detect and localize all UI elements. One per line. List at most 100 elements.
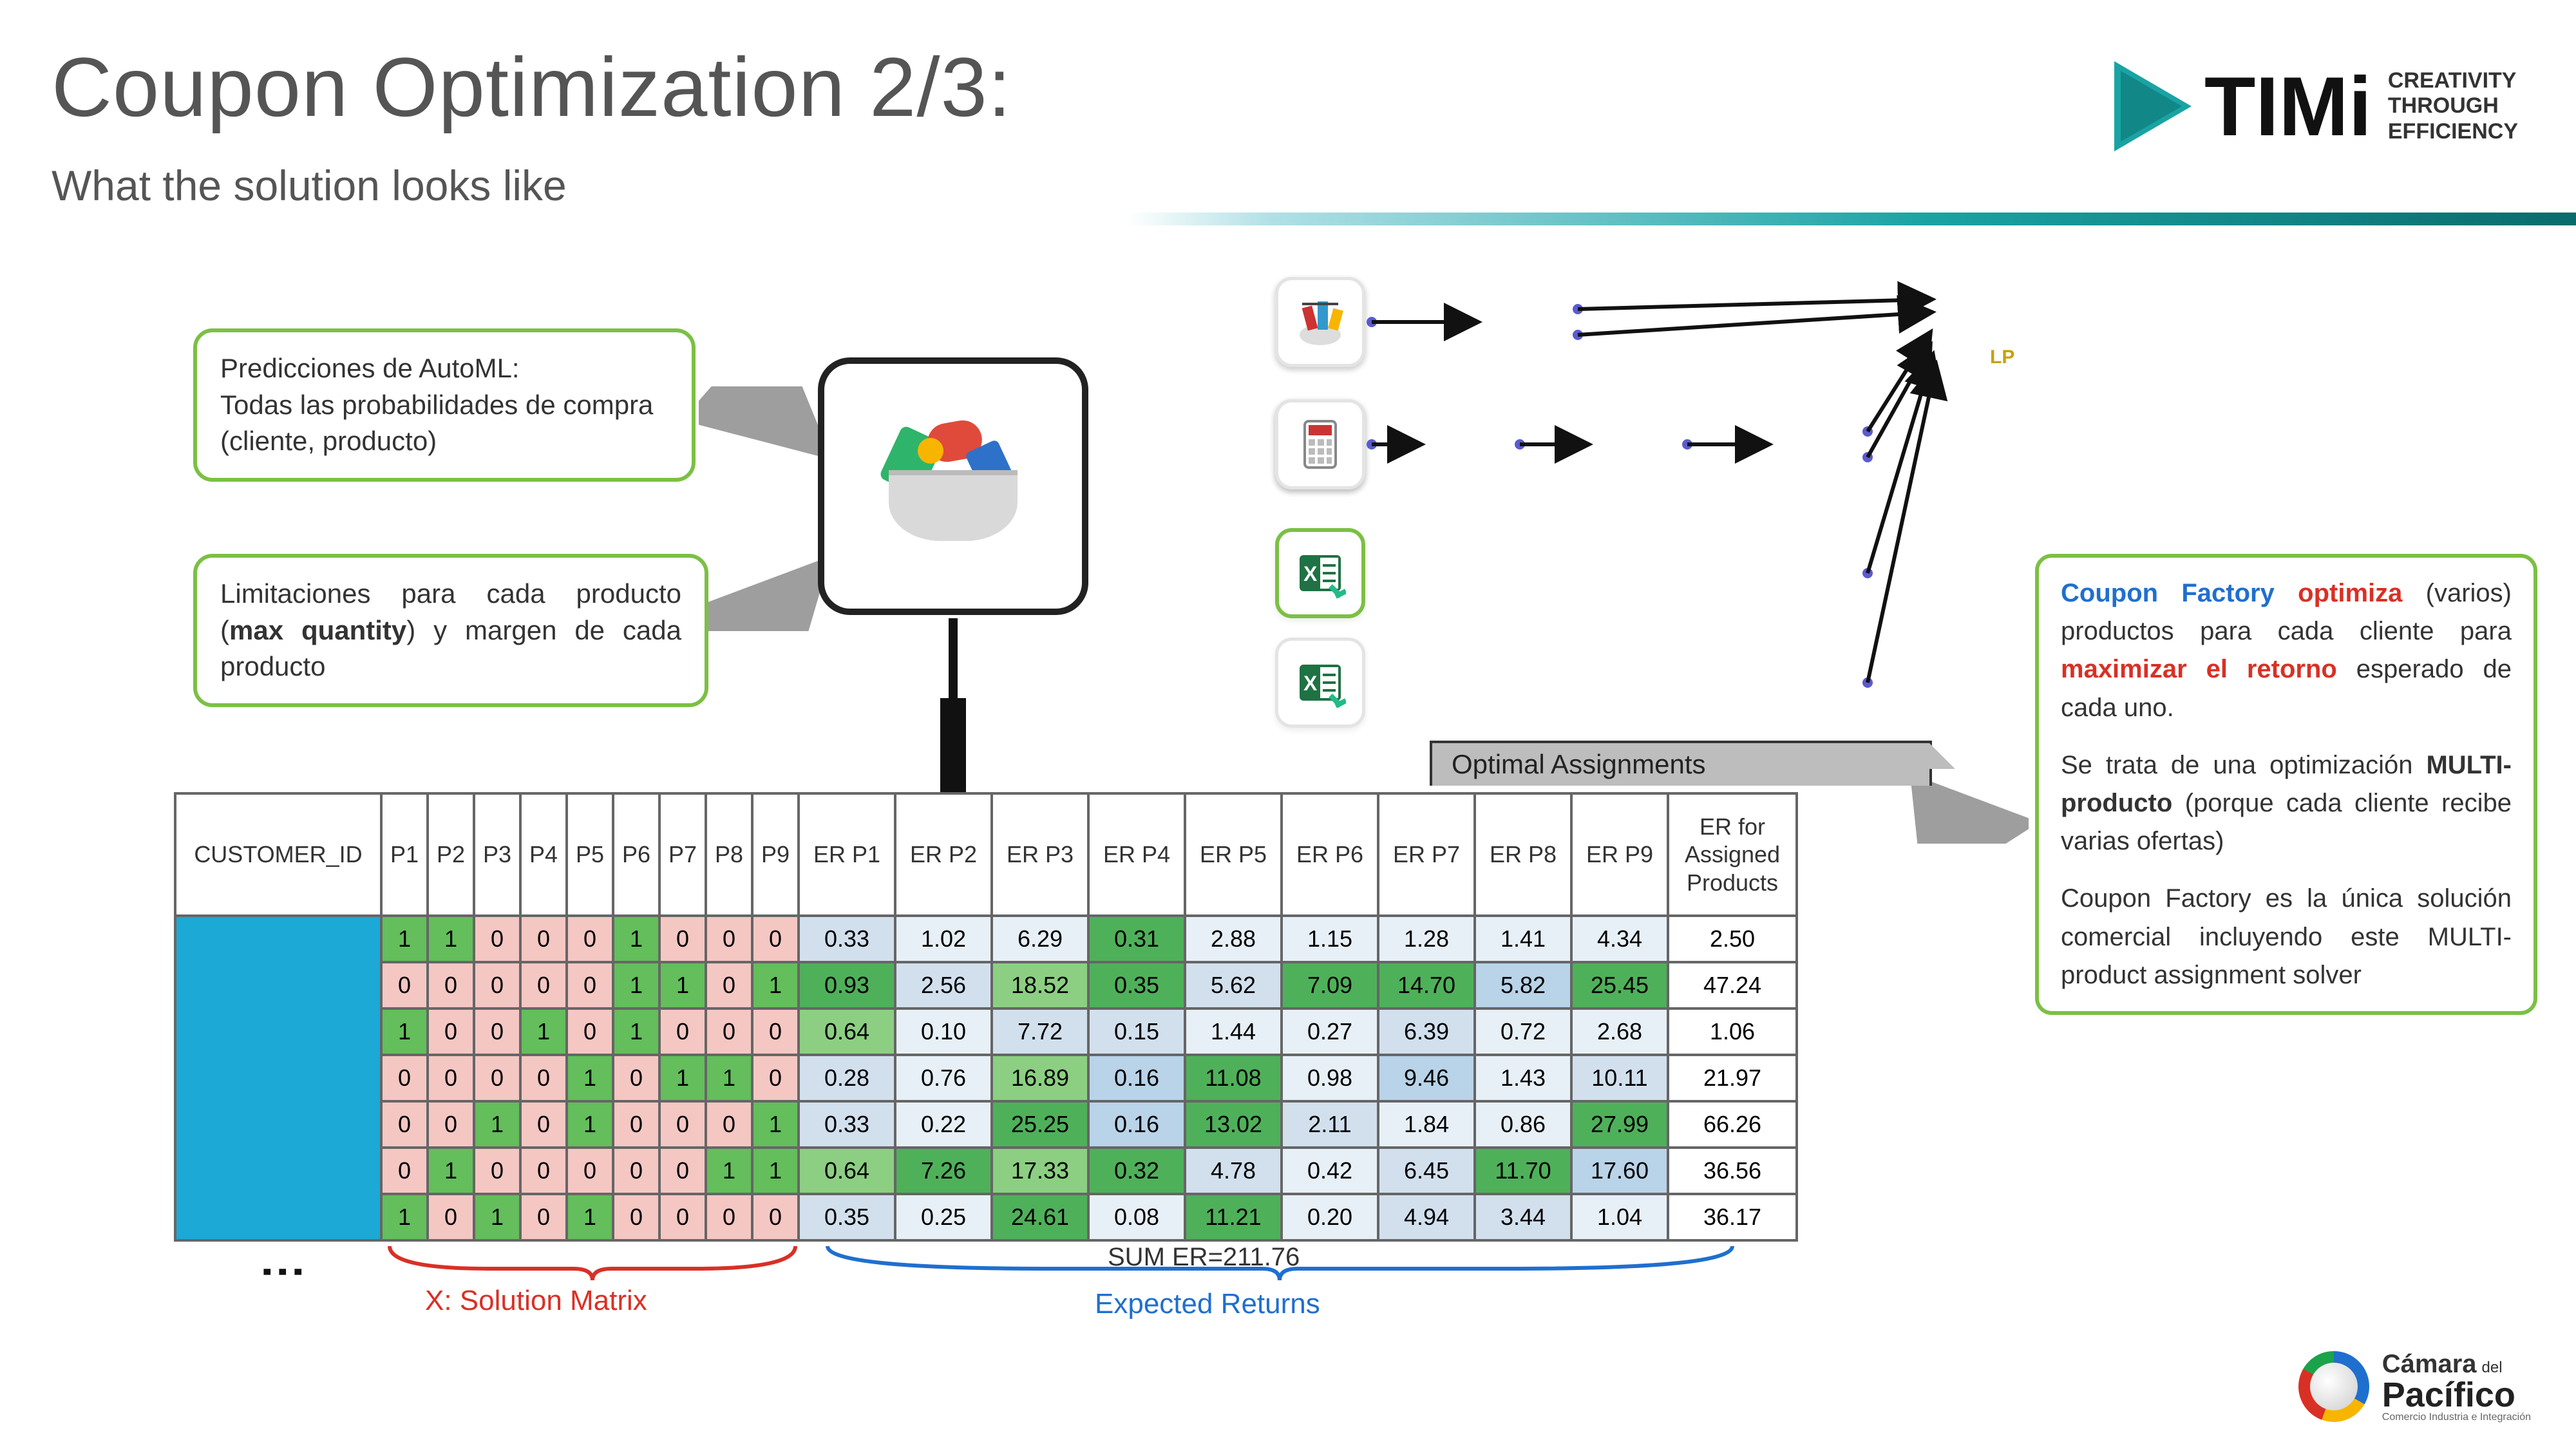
erfor-cell: 36.17: [1668, 1194, 1797, 1240]
er-cell: 17.33: [992, 1148, 1088, 1194]
th-p: P5: [567, 793, 613, 916]
optimal-header: Optimal Assignments: [1430, 741, 1932, 786]
th-p: P4: [520, 793, 567, 916]
bin-cell: 0: [659, 916, 706, 962]
er-cell: 1.41: [1475, 916, 1571, 962]
er-cell: 14.70: [1378, 962, 1475, 1009]
er-cell: 6.39: [1378, 1009, 1475, 1055]
callout-automl: Predicciones de AutoML: Todas las probab…: [193, 328, 696, 482]
er-cell: 5.62: [1185, 962, 1282, 1009]
er-cell: 13.02: [1185, 1101, 1282, 1148]
bin-cell: 0: [520, 916, 567, 962]
erfor-cell: 2.50: [1668, 916, 1797, 962]
er-cell: 1.84: [1378, 1101, 1475, 1148]
er-cell: 1.02: [895, 916, 992, 962]
brace-solution-matrix: [386, 1243, 799, 1282]
lp-text: LP: [1990, 346, 2014, 368]
er-cell: 0.15: [1088, 1009, 1185, 1055]
er-cell: 3.44: [1475, 1194, 1571, 1240]
bin-cell: 0: [474, 1009, 520, 1055]
customer-block: [175, 916, 381, 1240]
bin-cell: 0: [520, 1101, 567, 1148]
th-erfor: ER for Assigned Products: [1668, 793, 1797, 916]
er-cell: 0.35: [1088, 962, 1185, 1009]
er-cell: 11.08: [1185, 1055, 1282, 1101]
logo-tag2: THROUGH: [2388, 93, 2518, 118]
label-solution-matrix: X: Solution Matrix: [425, 1285, 647, 1317]
er-cell: 16.89: [992, 1055, 1088, 1101]
er-cell: 0.10: [895, 1009, 992, 1055]
th-p: P3: [474, 793, 520, 916]
bin-cell: 0: [659, 1194, 706, 1240]
node-calc: [1275, 399, 1365, 489]
er-cell: 0.42: [1282, 1148, 1378, 1194]
bin-cell: 1: [752, 1148, 799, 1194]
er-cell: 18.52: [992, 962, 1088, 1009]
ellipsis-icon: ⋮: [258, 1249, 310, 1289]
bin-cell: 0: [613, 1101, 659, 1148]
er-cell: 0.22: [895, 1101, 992, 1148]
th-er: ER P2: [895, 793, 992, 916]
er-cell: 7.26: [895, 1148, 992, 1194]
erfor-cell: 1.06: [1668, 1009, 1797, 1055]
bin-cell: 0: [567, 1009, 613, 1055]
er-cell: 0.72: [1475, 1009, 1571, 1055]
bin-cell: 1: [752, 1101, 799, 1148]
er-cell: 6.29: [992, 916, 1088, 962]
arrow-callout1: [699, 386, 828, 464]
bin-cell: 0: [706, 1009, 752, 1055]
er-cell: 25.45: [1571, 962, 1668, 1009]
bin-cell: 0: [613, 1194, 659, 1240]
bin-cell: 0: [752, 1194, 799, 1240]
bin-cell: 1: [381, 1009, 428, 1055]
logo-tag3: EFFICIENCY: [2388, 119, 2518, 144]
bin-cell: 0: [613, 1148, 659, 1194]
th-p: P8: [706, 793, 752, 916]
th-p: P6: [613, 793, 659, 916]
node-excel2: X: [1275, 638, 1365, 728]
bin-cell: 0: [381, 1148, 428, 1194]
er-cell: 1.15: [1282, 916, 1378, 962]
bin-cell: 1: [659, 962, 706, 1009]
bin-cell: 0: [706, 1194, 752, 1240]
bin-cell: 1: [613, 916, 659, 962]
er-cell: 0.16: [1088, 1101, 1185, 1148]
er-cell: 10.11: [1571, 1055, 1668, 1101]
bin-cell: 0: [381, 1055, 428, 1101]
bin-cell: 0: [567, 962, 613, 1009]
node-excel1: X: [1275, 528, 1365, 618]
bin-cell: 0: [520, 1194, 567, 1240]
bin-cell: 0: [428, 1101, 474, 1148]
bin-cell: 1: [428, 916, 474, 962]
er-cell: 17.60: [1571, 1148, 1668, 1194]
erfor-cell: 47.24: [1668, 962, 1797, 1009]
bin-cell: 0: [567, 916, 613, 962]
th-er: ER P6: [1282, 793, 1378, 916]
bin-cell: 0: [428, 1194, 474, 1240]
er-cell: 4.78: [1185, 1148, 1282, 1194]
th-er: ER P9: [1571, 793, 1668, 916]
bin-cell: 0: [752, 916, 799, 962]
er-cell: 1.44: [1185, 1009, 1282, 1055]
er-cell: 0.31: [1088, 916, 1185, 962]
er-cell: 0.64: [799, 1148, 895, 1194]
bin-cell: 0: [520, 1055, 567, 1101]
bin-cell: 1: [613, 962, 659, 1009]
bin-cell: 0: [659, 1009, 706, 1055]
bin-cell: 1: [567, 1055, 613, 1101]
label-expected-returns: Expected Returns: [1095, 1288, 1320, 1320]
bin-cell: 1: [706, 1148, 752, 1194]
play-icon: [2114, 61, 2192, 151]
th-er: ER P4: [1088, 793, 1185, 916]
th-er: ER P1: [799, 793, 895, 916]
er-cell: 7.72: [992, 1009, 1088, 1055]
arrow-callout2: [708, 560, 824, 631]
bin-cell: 1: [474, 1194, 520, 1240]
bin-cell: 1: [520, 1009, 567, 1055]
bin-cell: 0: [706, 1101, 752, 1148]
bin-cell: 0: [428, 1009, 474, 1055]
accent-bar: [1127, 213, 2576, 225]
er-cell: 4.94: [1378, 1194, 1475, 1240]
callout-limits: Limitaciones para cada producto (max qua…: [193, 554, 708, 707]
bin-cell: 1: [706, 1055, 752, 1101]
